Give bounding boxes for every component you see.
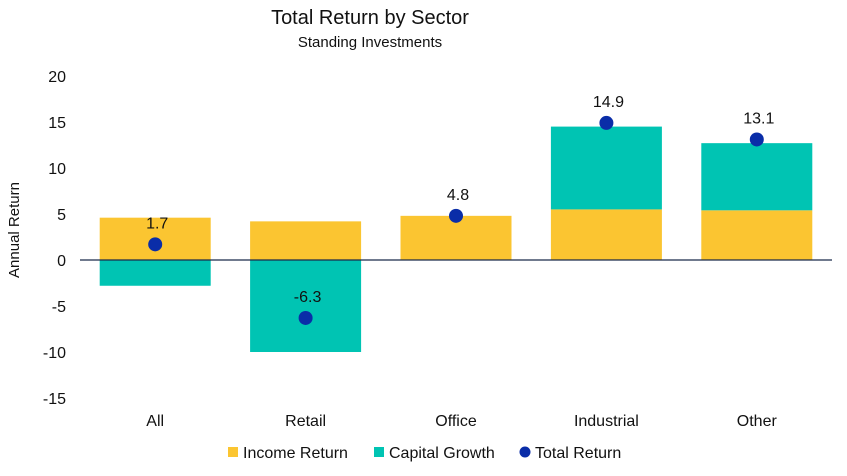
total-return-dot (148, 237, 163, 252)
legend-swatch (374, 447, 384, 457)
total-return-data-label: 14.9 (593, 94, 624, 111)
total-return-data-label: 4.8 (447, 187, 469, 204)
x-category-label: Other (737, 413, 778, 430)
x-category-label: Office (435, 413, 477, 430)
y-tick-label: 10 (48, 161, 66, 178)
y-axis-ticks: 20 15 10 5 0 -5 -10 -15 (43, 69, 66, 408)
y-tick-label: 15 (48, 115, 66, 132)
legend-label: Total Return (535, 445, 621, 462)
total-return-data-label: 13.1 (743, 110, 774, 127)
bars (99, 126, 813, 352)
y-tick-label: -15 (43, 391, 66, 408)
y-tick-label: 5 (57, 207, 66, 224)
x-category-label: All (146, 413, 164, 430)
total-return-dot (298, 310, 313, 325)
capital-growth-bar (99, 260, 211, 286)
chart-subtitle: Standing Investments (298, 34, 442, 51)
y-tick-label: 20 (48, 69, 66, 86)
legend-label: Income Return (243, 445, 348, 462)
y-axis-label: Annual Return (6, 182, 23, 278)
data-labels: 1.7 -6.3 4.8 14.9 13.1 (146, 94, 774, 306)
y-tick-label: 0 (57, 253, 66, 270)
total-return-dot (449, 208, 463, 223)
legend: Income Return Capital Growth Total Return (228, 445, 621, 462)
y-tick-label: -5 (52, 299, 66, 316)
y-tick-label: -10 (43, 345, 66, 362)
income-return-bar (701, 210, 813, 260)
capital-growth-bar (550, 126, 662, 210)
legend-swatch (519, 446, 531, 458)
total-return-dot (599, 115, 614, 130)
chart-title: Total Return by Sector (271, 7, 469, 29)
total-return-dot (749, 132, 764, 147)
capital-growth-bar (250, 260, 362, 352)
total-return-data-label: 1.7 (146, 215, 168, 232)
x-axis-categories: All Retail Office Industrial Other (146, 413, 777, 430)
income-return-bar (550, 209, 662, 260)
income-return-bar (250, 221, 362, 260)
capital-growth-bar (701, 143, 813, 211)
income-return-bar (400, 215, 512, 260)
legend-swatch (228, 447, 238, 457)
x-category-label: Retail (285, 413, 326, 430)
x-category-label: Industrial (574, 413, 639, 430)
legend-label: Capital Growth (389, 445, 495, 462)
total-return-data-label: -6.3 (294, 289, 322, 306)
total-return-dots (148, 115, 764, 325)
